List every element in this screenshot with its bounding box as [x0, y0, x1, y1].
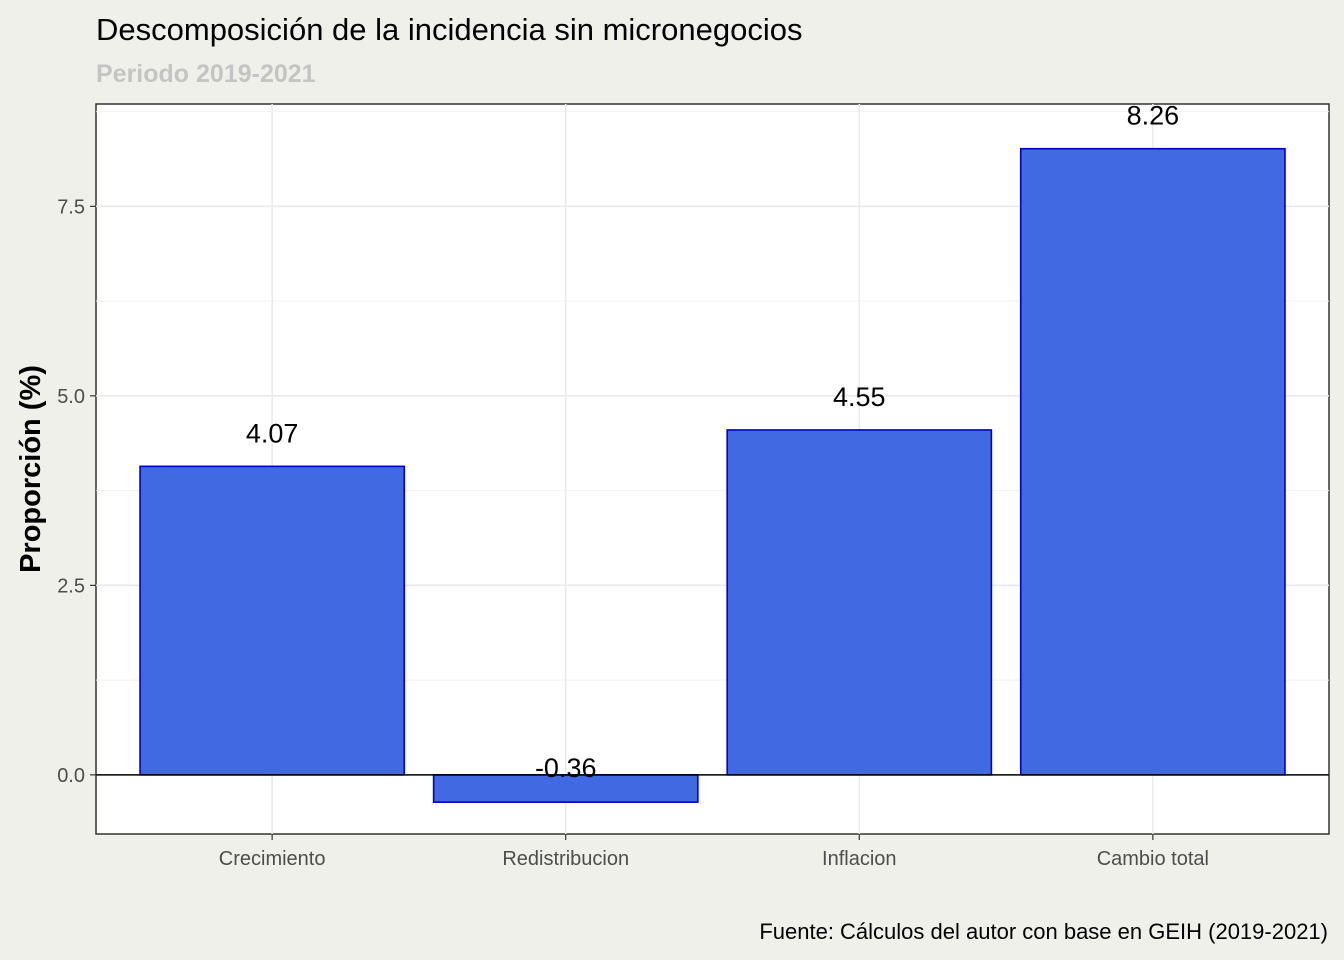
x-tick-label: Cambio total — [1097, 848, 1209, 870]
value-label: 8.26 — [1127, 101, 1180, 131]
chart-subtitle: Periodo 2019-2021 — [96, 60, 316, 88]
axes: 0.0 2.5 5.0 7.5 Crecimiento Redistribucion Inf… — [57, 196, 1329, 870]
y-axis-label: Proporción (%) — [15, 365, 47, 573]
value-labels: 4.07 -0.36 4.55 8.26 — [246, 101, 1179, 783]
y-tick-label: 2.5 — [57, 575, 85, 597]
bar-crecimiento — [139, 465, 406, 776]
bar-inflacion — [726, 429, 993, 776]
y-tick-label: 5.0 — [57, 386, 85, 408]
value-label: 4.55 — [833, 382, 886, 412]
chart-caption: Fuente: Cálculos del autor con base en G… — [759, 919, 1328, 944]
x-tick-label: Inflacion — [822, 848, 897, 870]
value-label: -0.36 — [535, 753, 597, 783]
value-label: 4.07 — [246, 418, 299, 448]
chart-title: Descomposición de la incidencia sin micr… — [96, 12, 803, 47]
x-tick-label: Crecimiento — [219, 848, 326, 870]
y-tick-label: 0.0 — [57, 765, 85, 787]
x-tick-label: Redistribucion — [502, 848, 629, 870]
bar-cambio-total — [1019, 147, 1286, 776]
bars — [139, 147, 1286, 803]
y-tick-label: 7.5 — [57, 196, 85, 218]
